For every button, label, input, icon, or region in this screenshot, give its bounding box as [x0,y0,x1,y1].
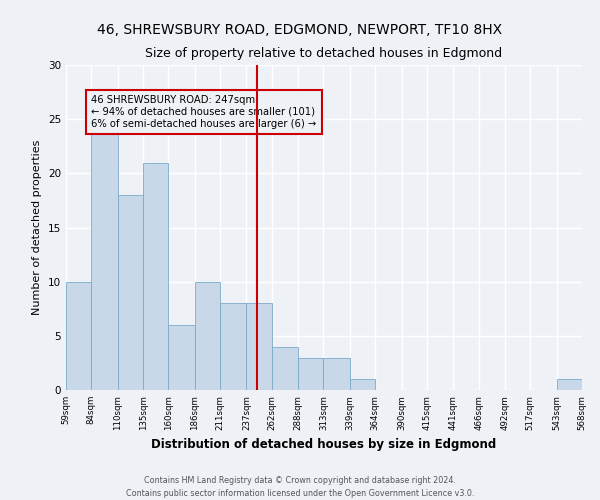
Bar [66,282,91,390]
Y-axis label: Number of detached properties: Number of detached properties [32,140,43,315]
Bar [169,325,195,390]
Bar [272,346,298,390]
Bar [298,358,323,390]
X-axis label: Distribution of detached houses by size in Edgmond: Distribution of detached houses by size … [151,438,497,451]
Bar [143,162,169,390]
Title: Size of property relative to detached houses in Edgmond: Size of property relative to detached ho… [145,46,503,60]
Bar [557,379,582,390]
Bar [118,195,143,390]
Bar [220,304,247,390]
Bar [91,119,118,390]
Bar [247,304,272,390]
Bar [323,358,350,390]
Bar [195,282,220,390]
Bar [350,379,375,390]
Text: 46, SHREWSBURY ROAD, EDGMOND, NEWPORT, TF10 8HX: 46, SHREWSBURY ROAD, EDGMOND, NEWPORT, T… [97,22,503,36]
Text: 46 SHREWSBURY ROAD: 247sqm
← 94% of detached houses are smaller (101)
6% of semi: 46 SHREWSBURY ROAD: 247sqm ← 94% of deta… [91,96,317,128]
Text: Contains HM Land Registry data © Crown copyright and database right 2024.
Contai: Contains HM Land Registry data © Crown c… [126,476,474,498]
